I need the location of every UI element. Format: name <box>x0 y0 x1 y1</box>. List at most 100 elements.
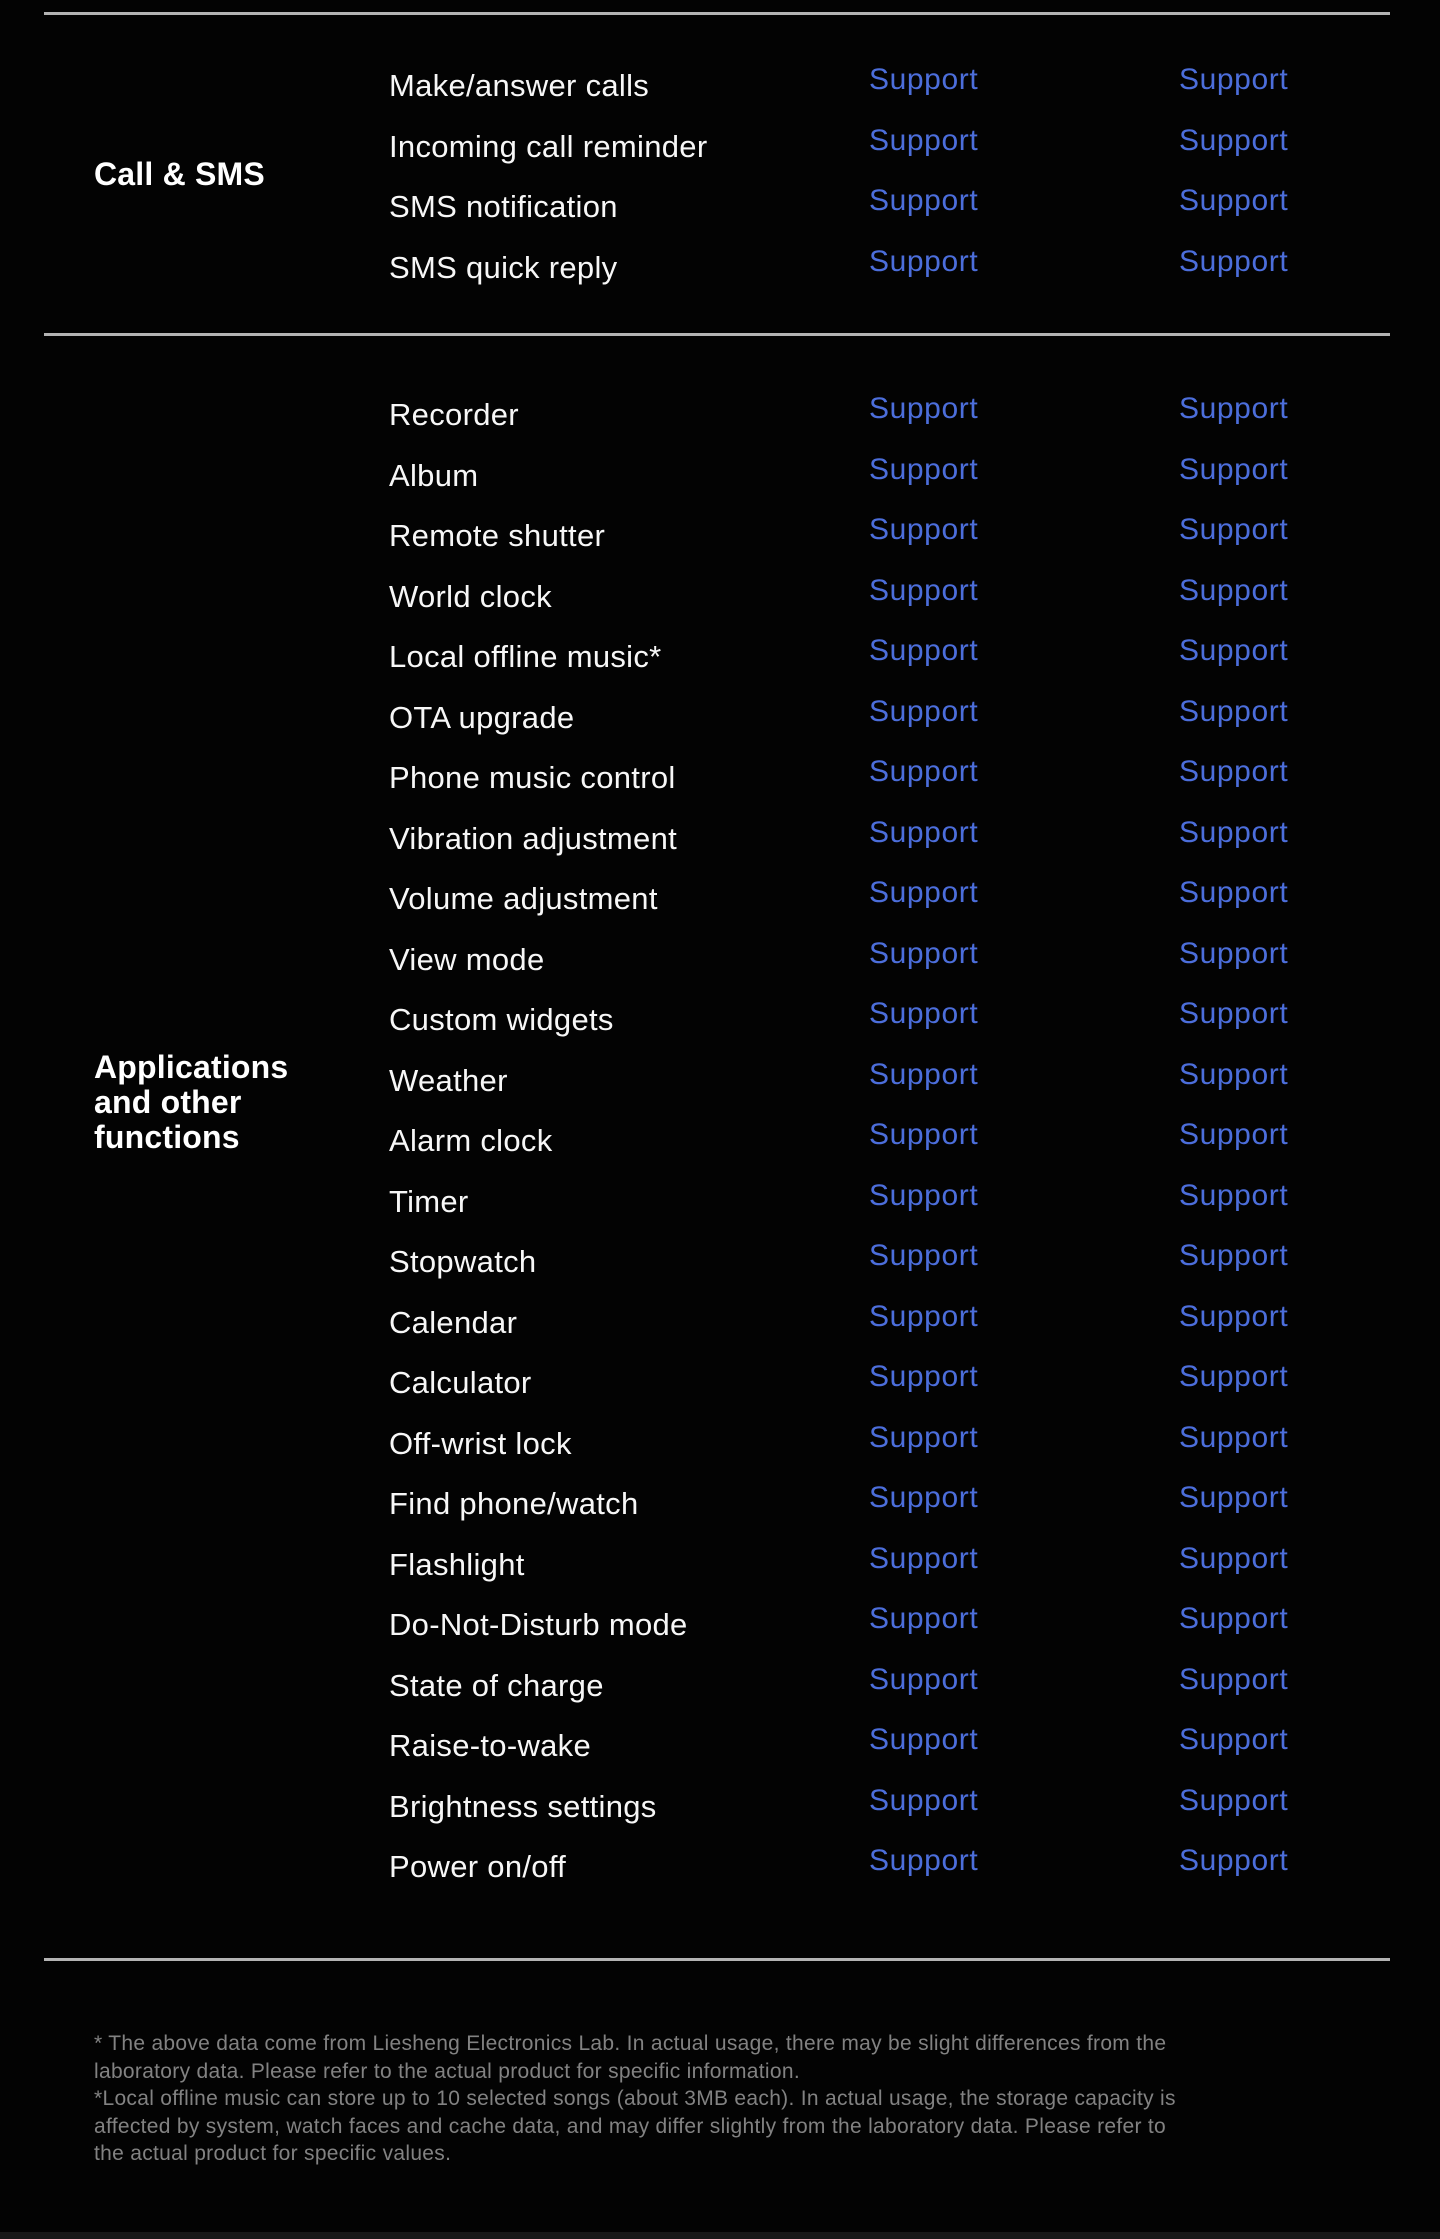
support-value-col2: Support <box>1179 573 1289 607</box>
table-row: Album Support Support <box>389 446 1440 507</box>
feature-label: Weather <box>389 1062 508 1098</box>
support-value-col2: Support <box>1179 755 1289 789</box>
support-value-col2: Support <box>1179 452 1289 486</box>
support-value-col2: Support <box>1179 876 1289 910</box>
section-applications: Applications and other functions Recorde… <box>44 336 1390 1958</box>
support-value-col2: Support <box>1179 1844 1289 1878</box>
support-value-col1: Support <box>869 694 979 728</box>
table-row: OTA upgrade Support Support <box>389 688 1440 749</box>
table-row: Calendar Support Support <box>389 1293 1440 1354</box>
divider-top <box>44 12 1390 15</box>
feature-label: Make/answer calls <box>389 68 650 104</box>
feature-label: Recorder <box>389 397 519 433</box>
table-row: Phone music control Support Support <box>389 748 1440 809</box>
support-value-col2: Support <box>1179 244 1289 278</box>
section-header-text: Applications and other functions <box>94 1048 389 1155</box>
footnote-line: * The above data come from Liesheng Elec… <box>94 2032 1167 2055</box>
table-row: Calculator Support Support <box>389 1353 1440 1414</box>
feature-label: Calculator <box>389 1365 532 1401</box>
support-value-col1: Support <box>869 997 979 1031</box>
support-value-col1: Support <box>869 513 979 547</box>
table-row: Timer Support Support <box>389 1172 1440 1233</box>
feature-label: Power on/off <box>389 1849 567 1885</box>
support-value-col1: Support <box>869 936 979 970</box>
footnote-line: *Local offline music can store up to 10 … <box>94 2087 1176 2110</box>
section-header-text: Call & SMS <box>94 155 265 192</box>
feature-label: Do-Not-Disturb mode <box>389 1607 688 1643</box>
table-row: Recorder Support Support <box>389 385 1440 446</box>
support-value-col1: Support <box>869 1602 979 1636</box>
support-value-col1: Support <box>869 1723 979 1757</box>
feature-label: Custom widgets <box>389 1002 614 1038</box>
feature-label: Vibration adjustment <box>389 820 678 856</box>
feature-label: Incoming call reminder <box>389 128 708 164</box>
section-header-call-sms: Call & SMS <box>44 15 389 333</box>
table-row: Volume adjustment Support Support <box>389 869 1440 930</box>
support-value-col2: Support <box>1179 1783 1289 1817</box>
feature-rows-call-sms: Make/answer calls Support Support Incomi… <box>389 15 1440 333</box>
support-value-col1: Support <box>869 1420 979 1454</box>
table-row: Do-Not-Disturb mode Support Support <box>389 1595 1440 1656</box>
support-value-col2: Support <box>1179 123 1289 157</box>
table-row: Flashlight Support Support <box>389 1535 1440 1596</box>
support-value-col2: Support <box>1179 1239 1289 1273</box>
section-header-applications: Applications and other functions <box>44 336 389 1958</box>
table-row: Brightness settings Support Support <box>389 1777 1440 1838</box>
support-value-col2: Support <box>1179 1420 1289 1454</box>
support-value-col1: Support <box>869 1299 979 1333</box>
feature-rows-applications: Recorder Support Support Album Support S… <box>389 336 1440 1958</box>
table-row: State of charge Support Support <box>389 1656 1440 1717</box>
support-value-col1: Support <box>869 815 979 849</box>
support-value-col1: Support <box>869 244 979 278</box>
support-value-col2: Support <box>1179 1723 1289 1757</box>
feature-label: Brightness settings <box>389 1788 657 1824</box>
support-value-col2: Support <box>1179 694 1289 728</box>
support-value-col1: Support <box>869 1360 979 1394</box>
section-header-line-1: Applications <box>94 1048 289 1085</box>
support-value-col2: Support <box>1179 634 1289 668</box>
feature-label: Stopwatch <box>389 1244 537 1280</box>
support-value-col2: Support <box>1179 392 1289 426</box>
feature-label: View mode <box>389 941 545 977</box>
support-value-col2: Support <box>1179 1662 1289 1696</box>
footnote-line: affected by system, watch faces and cach… <box>94 2114 1167 2138</box>
feature-label: Album <box>389 457 479 493</box>
support-value-col1: Support <box>869 1118 979 1152</box>
feature-label: SMS notification <box>389 189 618 225</box>
table-row: SMS quick reply Support Support <box>389 238 1440 299</box>
table-row: Remote shutter Support Support <box>389 506 1440 567</box>
footnote-line: laboratory data. Please refer to the act… <box>94 2059 800 2083</box>
support-value-col2: Support <box>1179 1360 1289 1394</box>
support-value-col1: Support <box>869 452 979 486</box>
support-value-col2: Support <box>1179 1057 1289 1091</box>
section-header-line-2: and other <box>94 1083 242 1120</box>
feature-label: Phone music control <box>389 760 676 796</box>
support-value-col2: Support <box>1179 1299 1289 1333</box>
table-row: Weather Support Support <box>389 1051 1440 1112</box>
feature-label: Alarm clock <box>389 1123 553 1159</box>
divider-middle <box>44 333 1390 336</box>
table-row: Local offline music* Support Support <box>389 627 1440 688</box>
feature-label: Local offline music* <box>389 639 662 675</box>
support-value-col2: Support <box>1179 815 1289 849</box>
feature-label: Raise-to-wake <box>389 1728 592 1764</box>
feature-label: SMS quick reply <box>389 249 618 285</box>
feature-label: Timer <box>389 1183 469 1219</box>
table-row: Stopwatch Support Support <box>389 1232 1440 1293</box>
support-value-col2: Support <box>1179 513 1289 547</box>
support-value-col2: Support <box>1179 1602 1289 1636</box>
support-value-col1: Support <box>869 1541 979 1575</box>
feature-label: World clock <box>389 578 552 614</box>
support-value-col1: Support <box>869 573 979 607</box>
support-value-col1: Support <box>869 755 979 789</box>
support-value-col2: Support <box>1179 1118 1289 1152</box>
support-value-col2: Support <box>1179 1541 1289 1575</box>
support-value-col1: Support <box>869 634 979 668</box>
support-value-col1: Support <box>869 392 979 426</box>
support-value-col2: Support <box>1179 63 1289 97</box>
table-row: Raise-to-wake Support Support <box>389 1716 1440 1777</box>
table-row: Find phone/watch Support Support <box>389 1474 1440 1535</box>
support-value-col1: Support <box>869 123 979 157</box>
section-header-line-3: functions <box>94 1118 240 1155</box>
